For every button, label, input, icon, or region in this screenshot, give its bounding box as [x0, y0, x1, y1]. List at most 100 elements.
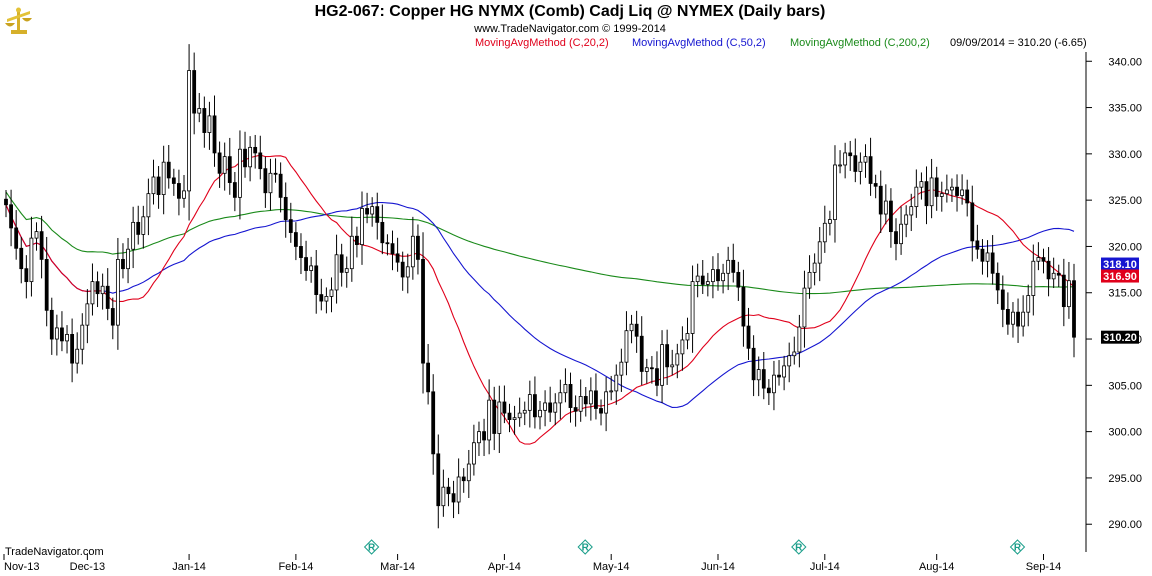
candle: [329, 277, 334, 313]
candle: [838, 150, 842, 174]
candle: [441, 469, 446, 517]
candle: [822, 205, 827, 253]
candle: [517, 397, 522, 427]
candle: [883, 184, 888, 225]
candle: [568, 372, 573, 423]
candle: [1021, 295, 1026, 337]
candle: [4, 190, 8, 218]
candle: [655, 351, 659, 397]
candle: [985, 240, 990, 278]
candle: [390, 230, 395, 271]
scales-icon: [5, 7, 32, 34]
candle: [543, 390, 547, 427]
candle: [309, 256, 314, 283]
candle: [787, 342, 792, 383]
candle: [400, 251, 405, 291]
last-quote: 09/09/2014 = 310.20 (-6.65): [950, 37, 1087, 49]
y-tick-label: 340.00: [1108, 56, 1142, 68]
x-tick-label: Aug-14: [919, 561, 954, 573]
candle: [563, 368, 568, 403]
candle: [970, 185, 975, 262]
candle: [283, 182, 288, 238]
svg-text:318.10: 318.10: [1103, 259, 1137, 271]
candle: [141, 205, 146, 249]
candle: [660, 330, 664, 404]
candle: [278, 162, 283, 213]
candle: [1005, 292, 1010, 335]
candle: [609, 375, 614, 401]
candle: [578, 379, 583, 422]
svg-text:316.90: 316.90: [1103, 271, 1137, 283]
candle: [833, 145, 837, 243]
candle: [487, 379, 492, 455]
ma50-series: [5, 201, 1075, 408]
candle: [375, 192, 380, 240]
x-tick-label: Sep-14: [1026, 561, 1061, 573]
candle: [75, 332, 80, 374]
roll-marker: R: [363, 539, 380, 555]
value-badge: 310.20: [1101, 330, 1139, 344]
candle: [934, 166, 939, 211]
candle: [700, 260, 705, 294]
candle: [756, 356, 761, 397]
candle: [426, 343, 431, 405]
candle: [100, 273, 105, 310]
y-tick-label: 335.00: [1108, 103, 1142, 115]
candle: [980, 239, 985, 275]
candle: [161, 145, 166, 215]
candle: [334, 234, 339, 304]
candle: [914, 169, 919, 218]
candle: [60, 311, 64, 352]
candle: [248, 136, 253, 182]
candle: [288, 202, 293, 243]
candle: [1026, 284, 1031, 327]
candle: [721, 263, 725, 294]
x-tick-label: Feb-14: [278, 561, 313, 573]
candle: [136, 205, 141, 245]
candle: [751, 335, 756, 397]
candle: [995, 262, 1000, 305]
candle: [817, 227, 822, 282]
candle: [436, 434, 441, 529]
candle: [395, 237, 400, 272]
candle: [217, 141, 222, 188]
candle: [746, 307, 751, 360]
footer-brand: TradeNavigator.com: [5, 546, 104, 558]
candle: [44, 236, 49, 327]
candle: [212, 95, 217, 167]
candle: [777, 360, 781, 386]
candle: [187, 44, 191, 221]
candle: [909, 193, 914, 232]
svg-text:R: R: [368, 543, 376, 554]
candle: [522, 401, 527, 426]
candle: [1036, 242, 1041, 271]
candle: [115, 237, 120, 350]
candle: [558, 379, 563, 420]
candle: [929, 158, 934, 219]
candle: [772, 360, 776, 411]
candle: [243, 131, 247, 178]
y-axis: 340.00 335.00 330.00 325.00 320.00 315.00 310.…: [1085, 52, 1142, 552]
candle: [49, 297, 54, 355]
candle: [171, 168, 176, 196]
candle: [166, 145, 171, 189]
candle: [416, 224, 420, 275]
candle: [553, 393, 558, 426]
candle: [461, 468, 466, 493]
candle: [121, 243, 125, 279]
candle: [863, 144, 868, 178]
candle: [482, 418, 486, 457]
x-tick-label: Apr-14: [488, 561, 521, 573]
candle: [604, 377, 609, 432]
candle: [614, 364, 619, 405]
y-tick-label: 315.00: [1108, 288, 1142, 300]
candle: [65, 325, 69, 354]
candle: [965, 179, 970, 217]
candle: [238, 130, 242, 220]
candle: [695, 263, 700, 298]
candle: [665, 329, 670, 385]
x-tick-label: Nov-13: [4, 561, 39, 573]
candle: [878, 170, 883, 234]
candle: [324, 287, 329, 314]
candle: [192, 52, 197, 135]
